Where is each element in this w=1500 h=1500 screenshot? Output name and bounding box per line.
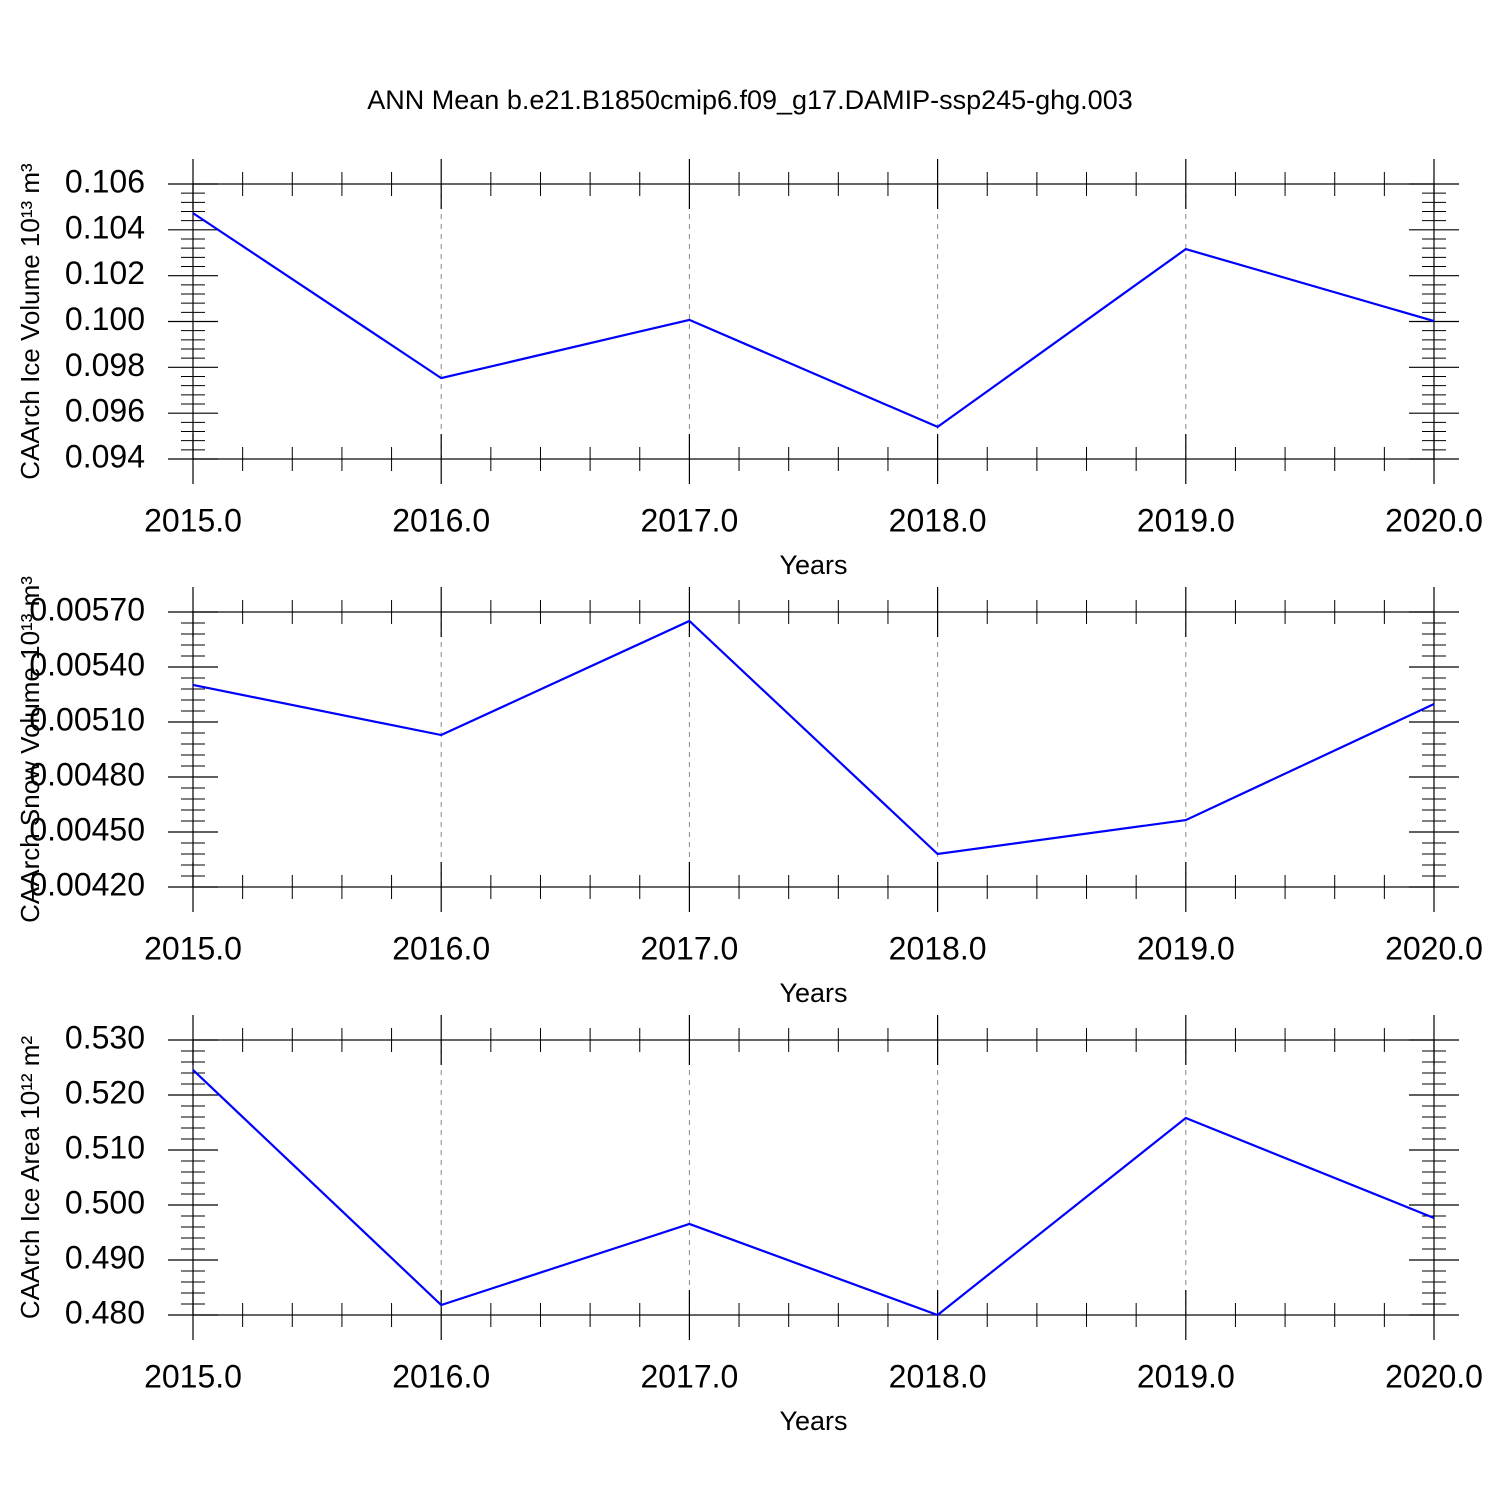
plot-frame <box>192 1039 1435 1316</box>
x-tick-label: 2019.0 <box>1137 930 1235 966</box>
y-tick-label: 0.096 <box>65 393 145 429</box>
y-tick-label: 0.106 <box>65 163 145 199</box>
x-tick-label: 2018.0 <box>889 930 987 966</box>
y-axis-label: CAArch Ice Volume 10¹³ m³ <box>15 163 45 480</box>
x-tick-label: 2019.0 <box>1137 502 1235 538</box>
x-tick-label: 2015.0 <box>144 1358 242 1394</box>
y-tick-label: 0.094 <box>65 438 145 474</box>
y-tick-label: 0.104 <box>65 209 145 245</box>
x-tick-label: 2016.0 <box>392 502 490 538</box>
x-tick-label: 2018.0 <box>889 1358 987 1394</box>
data-line <box>192 619 1435 856</box>
x-tick-label: 2017.0 <box>640 930 738 966</box>
y-axis-label: CAArch Snow Volume 10¹³ m³ <box>15 576 45 923</box>
y-tick-label: 0.520 <box>65 1074 145 1110</box>
x-tick-label: 2020.0 <box>1385 502 1483 538</box>
x-tick-label: 2020.0 <box>1385 930 1483 966</box>
y-tick-label: 0.00540 <box>29 646 145 682</box>
y-tick-label: 0.00450 <box>29 811 145 847</box>
y-tick-label: 0.00570 <box>29 591 145 627</box>
y-tick-label: 0.510 <box>65 1129 145 1165</box>
y-tick-label: 0.102 <box>65 255 145 291</box>
y-tick-label: 0.00510 <box>29 701 145 737</box>
y-tick-label: 0.098 <box>65 347 145 383</box>
data-line <box>192 212 1435 429</box>
x-tick-label: 2019.0 <box>1137 1358 1235 1394</box>
chart-title: ANN Mean b.e21.B1850cmip6.f09_g17.DAMIP-… <box>367 85 1132 115</box>
x-tick-label: 2016.0 <box>392 930 490 966</box>
plot-frame <box>192 611 1435 888</box>
y-tick-label: 0.500 <box>65 1184 145 1220</box>
x-tick-label: 2015.0 <box>144 930 242 966</box>
x-tick-label: 2017.0 <box>640 502 738 538</box>
x-tick-label: 2018.0 <box>889 502 987 538</box>
x-tick-label: 2020.0 <box>1385 1358 1483 1394</box>
y-tick-label: 0.530 <box>65 1019 145 1055</box>
x-axis-label: Years <box>779 978 847 1008</box>
y-tick-label: 0.100 <box>65 301 145 337</box>
x-axis-label: Years <box>779 1406 847 1436</box>
x-tick-label: 2015.0 <box>144 502 242 538</box>
y-tick-label: 0.00420 <box>29 866 145 902</box>
x-axis-label: Years <box>779 550 847 580</box>
y-tick-label: 0.490 <box>65 1239 145 1275</box>
y-tick-label: 0.00480 <box>29 756 145 792</box>
data-line <box>192 1069 1435 1317</box>
y-axis-label: CAArch Ice Area 10¹² m² <box>15 1036 45 1320</box>
y-tick-label: 0.480 <box>65 1294 145 1330</box>
x-tick-label: 2016.0 <box>392 1358 490 1394</box>
x-tick-label: 2017.0 <box>640 1358 738 1394</box>
